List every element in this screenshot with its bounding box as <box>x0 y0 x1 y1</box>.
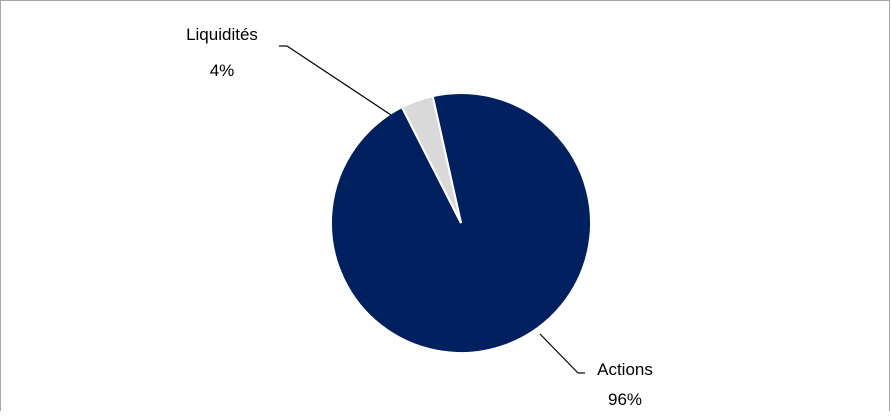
data-label-liquidites-percent: 4% <box>210 61 235 80</box>
data-label-actions-percent: 96% <box>608 390 642 409</box>
pie-slices <box>331 93 591 353</box>
data-label-liquidites-name: Liquidités <box>186 25 258 44</box>
data-label-actions-name: Actions <box>597 360 653 379</box>
